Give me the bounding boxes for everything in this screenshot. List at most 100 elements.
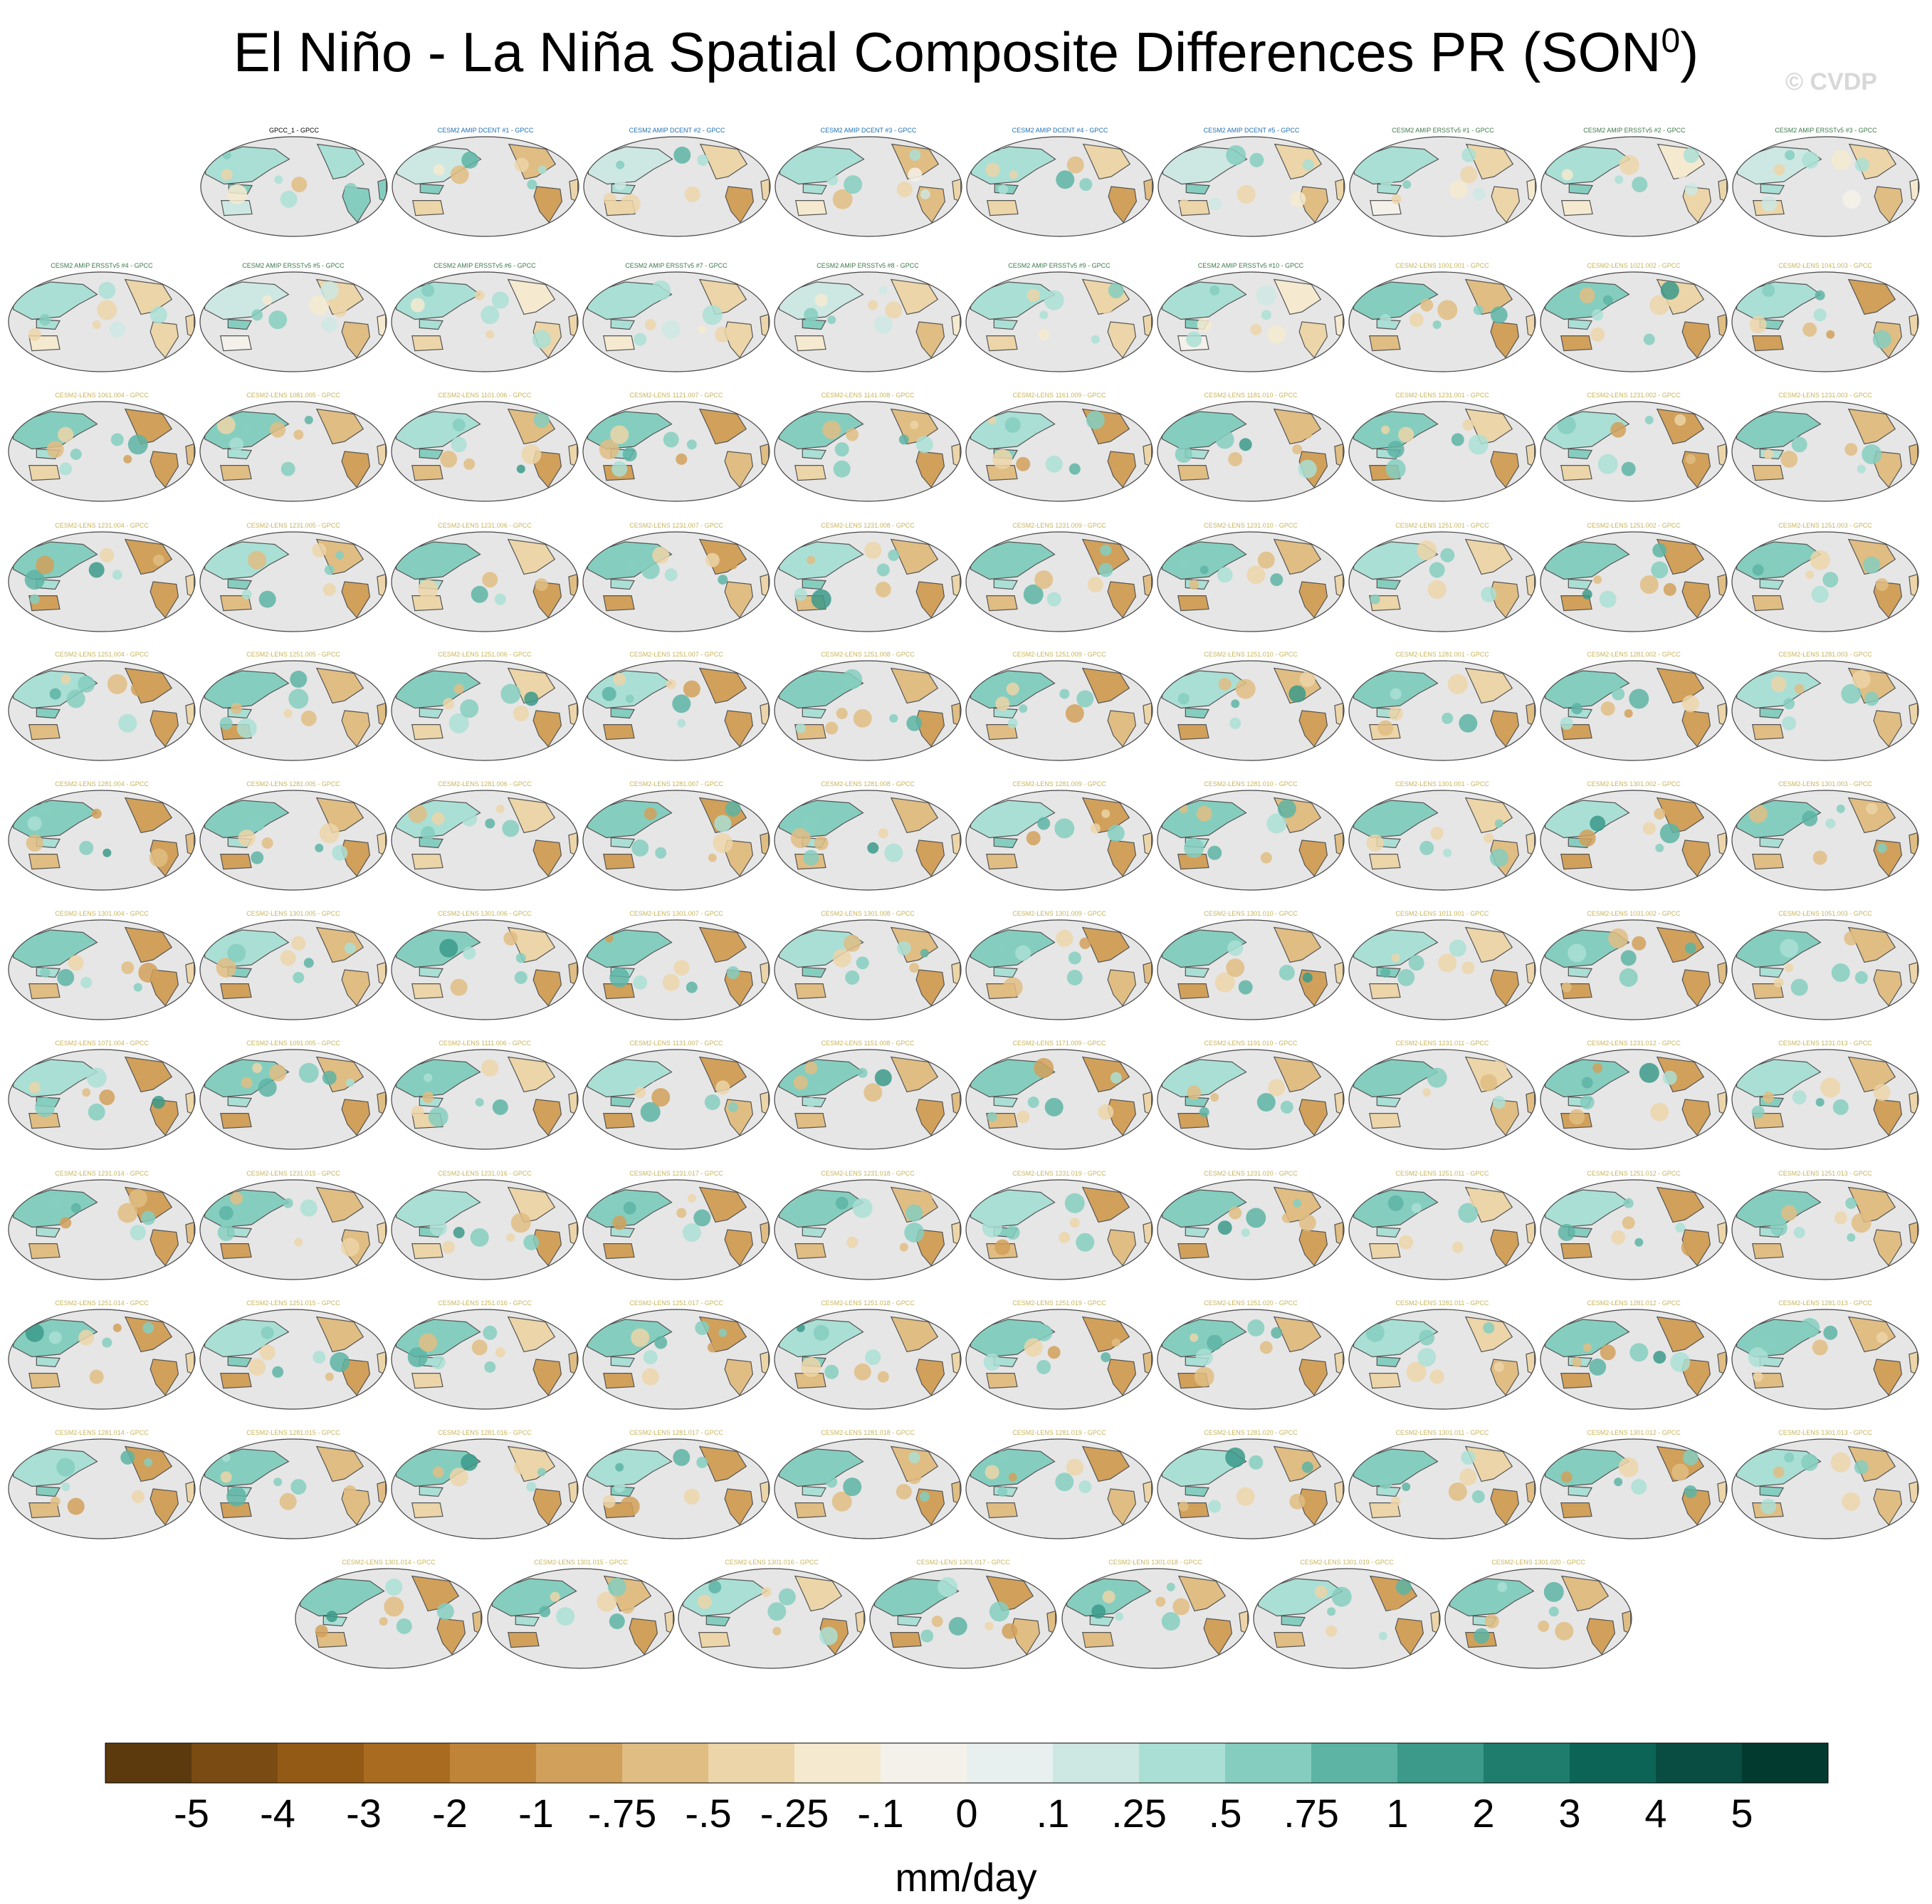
- anomaly-patch: [290, 1479, 307, 1495]
- title-close-paren: ): [1680, 21, 1699, 83]
- panel-title: CESM2-LENS 1301.006 - GPCC: [438, 910, 532, 917]
- anomaly-patch: [330, 1352, 350, 1372]
- land-region: [1560, 1502, 1592, 1519]
- anomaly-patch: [1793, 1227, 1805, 1238]
- anomaly-patch: [120, 1450, 135, 1465]
- anomaly-patch: [1422, 1088, 1432, 1097]
- anomaly-patch: [1810, 550, 1830, 570]
- map-panel: CESM2-LENS 1171.009 - GPCC: [965, 1040, 1153, 1150]
- land-region: [149, 1229, 179, 1267]
- anomaly-patch: [262, 295, 273, 305]
- anomaly-patch: [1674, 414, 1686, 426]
- anomaly-patch: [1619, 968, 1638, 987]
- anomaly-patch: [728, 1102, 738, 1112]
- anomaly-patch: [1002, 977, 1023, 998]
- anomaly-patch: [641, 1368, 659, 1386]
- map-outline: [1732, 136, 1920, 237]
- land-region: [698, 1186, 747, 1223]
- land-region: [507, 1316, 556, 1353]
- land-region: [1177, 1575, 1227, 1612]
- anomaly-patch: [983, 1354, 1001, 1371]
- anomaly-patch: [1753, 1371, 1763, 1382]
- map-outline: [392, 136, 579, 237]
- land-region: [587, 1448, 673, 1487]
- anomaly-patch: [453, 684, 464, 694]
- anomaly-patch: [236, 718, 257, 738]
- land-region: [778, 411, 864, 450]
- anomaly-patch: [1621, 461, 1636, 476]
- anomaly-patch: [56, 1458, 75, 1477]
- panel-title: CESM2-LENS 1281.013 - GPCC: [1778, 1299, 1872, 1307]
- map-outline: [1540, 271, 1728, 372]
- panel-title: CESM2-LENS 1281.020 - GPCC: [1204, 1429, 1298, 1436]
- map-outline: [1157, 1179, 1345, 1280]
- land-region: [204, 670, 290, 709]
- panel-title: CESM2-LENS 1251.014 - GPCC: [55, 1299, 149, 1307]
- map-panel: CESM2-LENS 1281.005 - GPCC: [199, 780, 387, 891]
- map-outline: [1731, 790, 1919, 891]
- anomaly-patch: [471, 585, 488, 603]
- anomaly-patch: [1684, 1485, 1697, 1498]
- anomaly-patch: [1090, 823, 1101, 834]
- map-panel: CESM2-LENS 1231.004 - GPCC: [8, 522, 196, 632]
- map-outline: [1348, 1438, 1536, 1539]
- anomaly-patch: [1582, 1343, 1592, 1352]
- anomaly-patch: [99, 1089, 115, 1106]
- land-region: [300, 1578, 385, 1617]
- anomaly-patch: [1832, 1099, 1849, 1115]
- anomaly-patch: [1299, 671, 1316, 687]
- land-region: [698, 667, 747, 704]
- land-region: [1081, 1186, 1130, 1223]
- land-region: [507, 797, 556, 834]
- land-region: [1298, 321, 1328, 359]
- anomaly-patch: [852, 1198, 873, 1218]
- anomaly-patch: [35, 1097, 56, 1117]
- anomaly-patch: [641, 560, 660, 580]
- land-region: [411, 1502, 443, 1519]
- colorbar-units-label: mm/day: [895, 1855, 1036, 1900]
- anomaly-patch: [450, 978, 468, 996]
- anomaly-patch: [27, 816, 42, 831]
- anomaly-patch: [698, 325, 707, 334]
- map-outline: [774, 1309, 962, 1410]
- land-region: [315, 1316, 364, 1353]
- anomaly-patch: [1655, 843, 1664, 852]
- anomaly-patch: [216, 958, 236, 978]
- anomaly-patch: [1864, 691, 1879, 706]
- anomaly-patch: [227, 184, 248, 204]
- anomaly-patch: [463, 946, 476, 960]
- anomaly-patch: [864, 541, 882, 559]
- anomaly-patch: [261, 837, 273, 849]
- land-region: [13, 281, 98, 320]
- map-panel: CESM2-LENS 1021.002 - GPCC: [1540, 262, 1728, 372]
- land-region: [124, 1316, 173, 1353]
- land-region: [1273, 278, 1322, 315]
- anomaly-patch: [644, 319, 656, 330]
- land-region: [36, 707, 61, 719]
- anomaly-patch: [436, 1603, 454, 1621]
- panel-title: CESM2-LENS 1231.016 - GPCC: [438, 1170, 532, 1177]
- anomaly-patch: [149, 848, 168, 867]
- panel-title: CESM2 AMIP ERSSTv5 #2 - GPCC: [1583, 127, 1686, 134]
- anomaly-patch: [1614, 1477, 1623, 1487]
- land-region: [149, 710, 179, 748]
- anomaly-patch: [998, 184, 1009, 194]
- anomaly-patch: [1217, 567, 1233, 583]
- map-panel: CESM2-LENS 1231.018 - GPCC: [774, 1170, 962, 1280]
- anomaly-patch: [513, 706, 529, 721]
- anomaly-patch: [634, 333, 647, 346]
- land-region: [1464, 926, 1513, 963]
- panel-title: CESM2-LENS 1091.005 - GPCC: [246, 1040, 340, 1047]
- anomaly-patch: [322, 582, 336, 596]
- land-region: [28, 724, 61, 741]
- panel-title: CESM2-LENS 1251.013 - GPCC: [1778, 1170, 1872, 1177]
- anomaly-patch: [1662, 1070, 1677, 1085]
- anomaly-patch: [1642, 822, 1656, 835]
- anomaly-patch: [1044, 1097, 1064, 1116]
- land-region: [227, 1356, 253, 1368]
- land-region: [315, 1445, 364, 1482]
- land-region: [1568, 448, 1593, 460]
- anomaly-patch: [896, 1484, 912, 1500]
- anomaly-patch: [814, 836, 829, 850]
- anomaly-patch: [29, 594, 40, 605]
